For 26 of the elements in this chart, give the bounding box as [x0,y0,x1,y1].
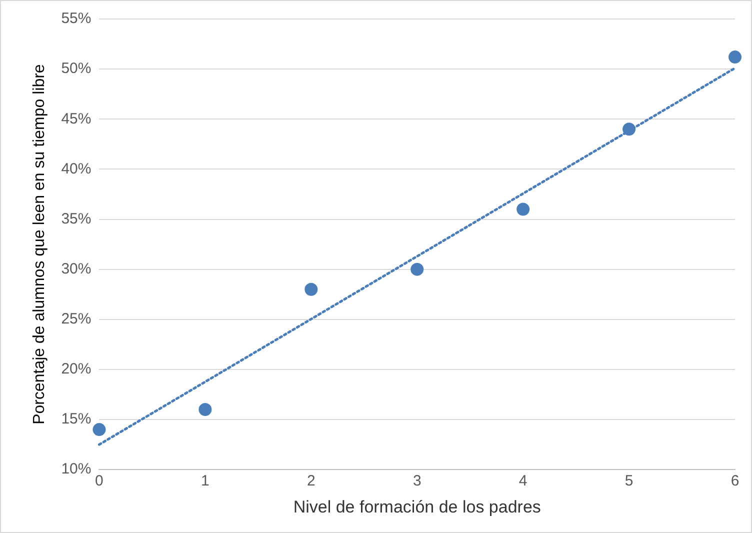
point [92,423,106,436]
point [410,262,424,276]
x-tick-label: 3 [412,472,422,490]
y-tick-label: 20% [61,360,92,378]
y-tick-label: 35% [61,210,92,228]
y-tick-label: 45% [61,110,92,128]
y-tick-label: 30% [61,260,92,278]
x-tick-label: 5 [624,472,634,490]
point [198,403,212,416]
x-tick-label: 1 [201,472,210,490]
x-tick-label: 4 [518,472,528,490]
y-tick-label: 55% [61,10,92,28]
x-axis-title: Nivel de formación de los padres [293,497,541,516]
x-tick-label: 6 [730,472,740,490]
point [622,122,636,136]
y-tick-label: 10% [61,460,92,478]
point [728,50,742,64]
point [304,282,318,296]
y-tick-label: 50% [61,60,92,78]
y-tick-label: 25% [61,310,92,328]
y-axis-title: Porcentaje de alumnos que leen en su tiempo libre [31,64,48,424]
point [516,202,530,216]
y-tick-label: 15% [61,410,92,428]
x-tick-label: 2 [306,472,316,490]
y-tick-label: 40% [61,160,92,178]
x-tick-label: 0 [95,472,104,490]
